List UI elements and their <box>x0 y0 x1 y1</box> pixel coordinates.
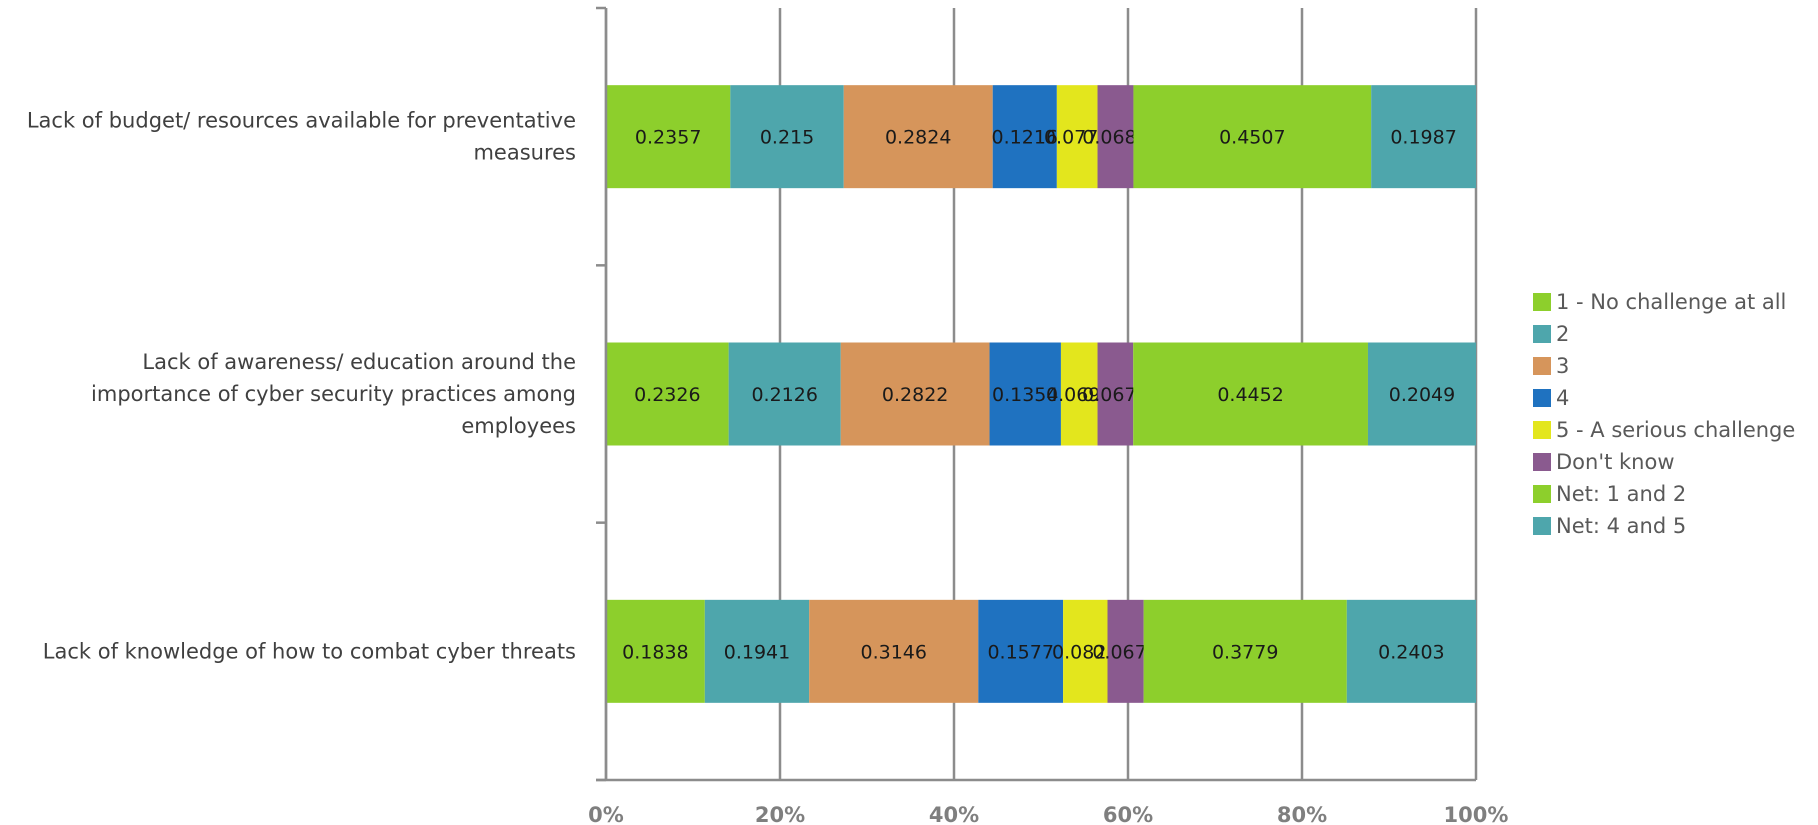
data-label: 0.2403 <box>1378 641 1444 663</box>
category-label: measures <box>473 141 576 165</box>
bar-segment <box>1143 599 1347 703</box>
x-tick-label: 60% <box>1103 803 1153 825</box>
data-label: 0.4452 <box>1217 384 1283 406</box>
legend-swatch <box>1533 485 1551 503</box>
bar-segment <box>989 342 1061 446</box>
data-label: 0.1577 <box>987 641 1053 663</box>
data-label: 0.1838 <box>622 641 688 663</box>
legend-swatch <box>1533 357 1551 375</box>
legend-label: Net: 4 and 5 <box>1556 514 1686 538</box>
data-label: 0.2049 <box>1389 384 1455 406</box>
data-label: 0.0694 <box>1046 384 1112 406</box>
data-label: 0.2326 <box>634 384 700 406</box>
data-label: 0.0771 <box>1044 127 1110 149</box>
category-label: importance of cyber security practices a… <box>91 382 576 406</box>
data-label: 0.1941 <box>724 641 790 663</box>
x-tick-label: 20% <box>755 803 805 825</box>
legend-swatch <box>1533 517 1551 535</box>
legend-label: 3 <box>1556 354 1569 378</box>
legend-label: 5 - A serious challenge <box>1556 418 1795 442</box>
data-label: 0.2126 <box>751 384 817 406</box>
bar-segment <box>1133 85 1372 189</box>
bar-segment <box>730 85 844 189</box>
data-label: 0.2824 <box>885 127 951 149</box>
legend-label: 4 <box>1556 386 1569 410</box>
bar-segment <box>606 342 729 446</box>
bar-segment <box>1063 599 1108 703</box>
legend-swatch <box>1533 293 1551 311</box>
legend-swatch <box>1533 421 1551 439</box>
bar-segment <box>1107 599 1144 703</box>
bar-segment <box>1097 342 1134 446</box>
x-tick-label: 100% <box>1444 803 1509 825</box>
bar-segment <box>728 342 841 446</box>
bar-segment <box>978 599 1064 703</box>
data-label: 0.1354 <box>992 384 1058 406</box>
bar-segment <box>992 85 1057 189</box>
x-tick-label: 40% <box>929 803 979 825</box>
bar-segment <box>606 85 731 189</box>
bar-segment <box>704 599 810 703</box>
bar-segment <box>1056 85 1098 189</box>
bar-segment <box>1371 85 1476 189</box>
data-label: 0.0672 <box>1092 641 1158 663</box>
data-label: 0.0677 <box>1082 384 1148 406</box>
category-label: employees <box>461 414 576 438</box>
legend-label: 2 <box>1556 322 1569 346</box>
data-label: 0.215 <box>760 127 814 149</box>
bar-segment <box>1346 599 1476 703</box>
bar-segment <box>1060 342 1098 446</box>
data-label: 0.4507 <box>1219 127 1285 149</box>
legend-swatch <box>1533 389 1551 407</box>
bar-segment <box>843 85 993 189</box>
legend-label: Don't know <box>1556 450 1675 474</box>
data-label: 0.1216 <box>992 127 1058 149</box>
data-label: 0.3779 <box>1212 641 1278 663</box>
data-label: 0.1987 <box>1390 127 1456 149</box>
bar-segment <box>606 599 705 703</box>
legend-swatch <box>1533 325 1551 343</box>
category-label: Lack of knowledge of how to combat cyber… <box>43 639 576 663</box>
bar-segment <box>1133 342 1368 446</box>
x-tick-label: 80% <box>1277 803 1327 825</box>
bar-segment <box>1367 342 1476 446</box>
data-label: 0.2357 <box>635 127 701 149</box>
category-label: Lack of budget/ resources available for … <box>27 109 576 133</box>
data-label: 0.2822 <box>882 384 948 406</box>
bar-segment <box>840 342 990 446</box>
category-label: Lack of awareness/ education around the <box>142 350 576 374</box>
data-label: 0.0826 <box>1052 641 1118 663</box>
bar-segment <box>1097 85 1134 189</box>
legend-swatch <box>1533 453 1551 471</box>
legend-label: 1 - No challenge at all <box>1556 290 1786 314</box>
x-tick-label: 0% <box>588 803 624 825</box>
bar-segment <box>809 599 979 703</box>
data-label: 0.0681 <box>1082 127 1148 149</box>
data-label: 0.3146 <box>860 641 926 663</box>
legend-label: Net: 1 and 2 <box>1556 482 1686 506</box>
